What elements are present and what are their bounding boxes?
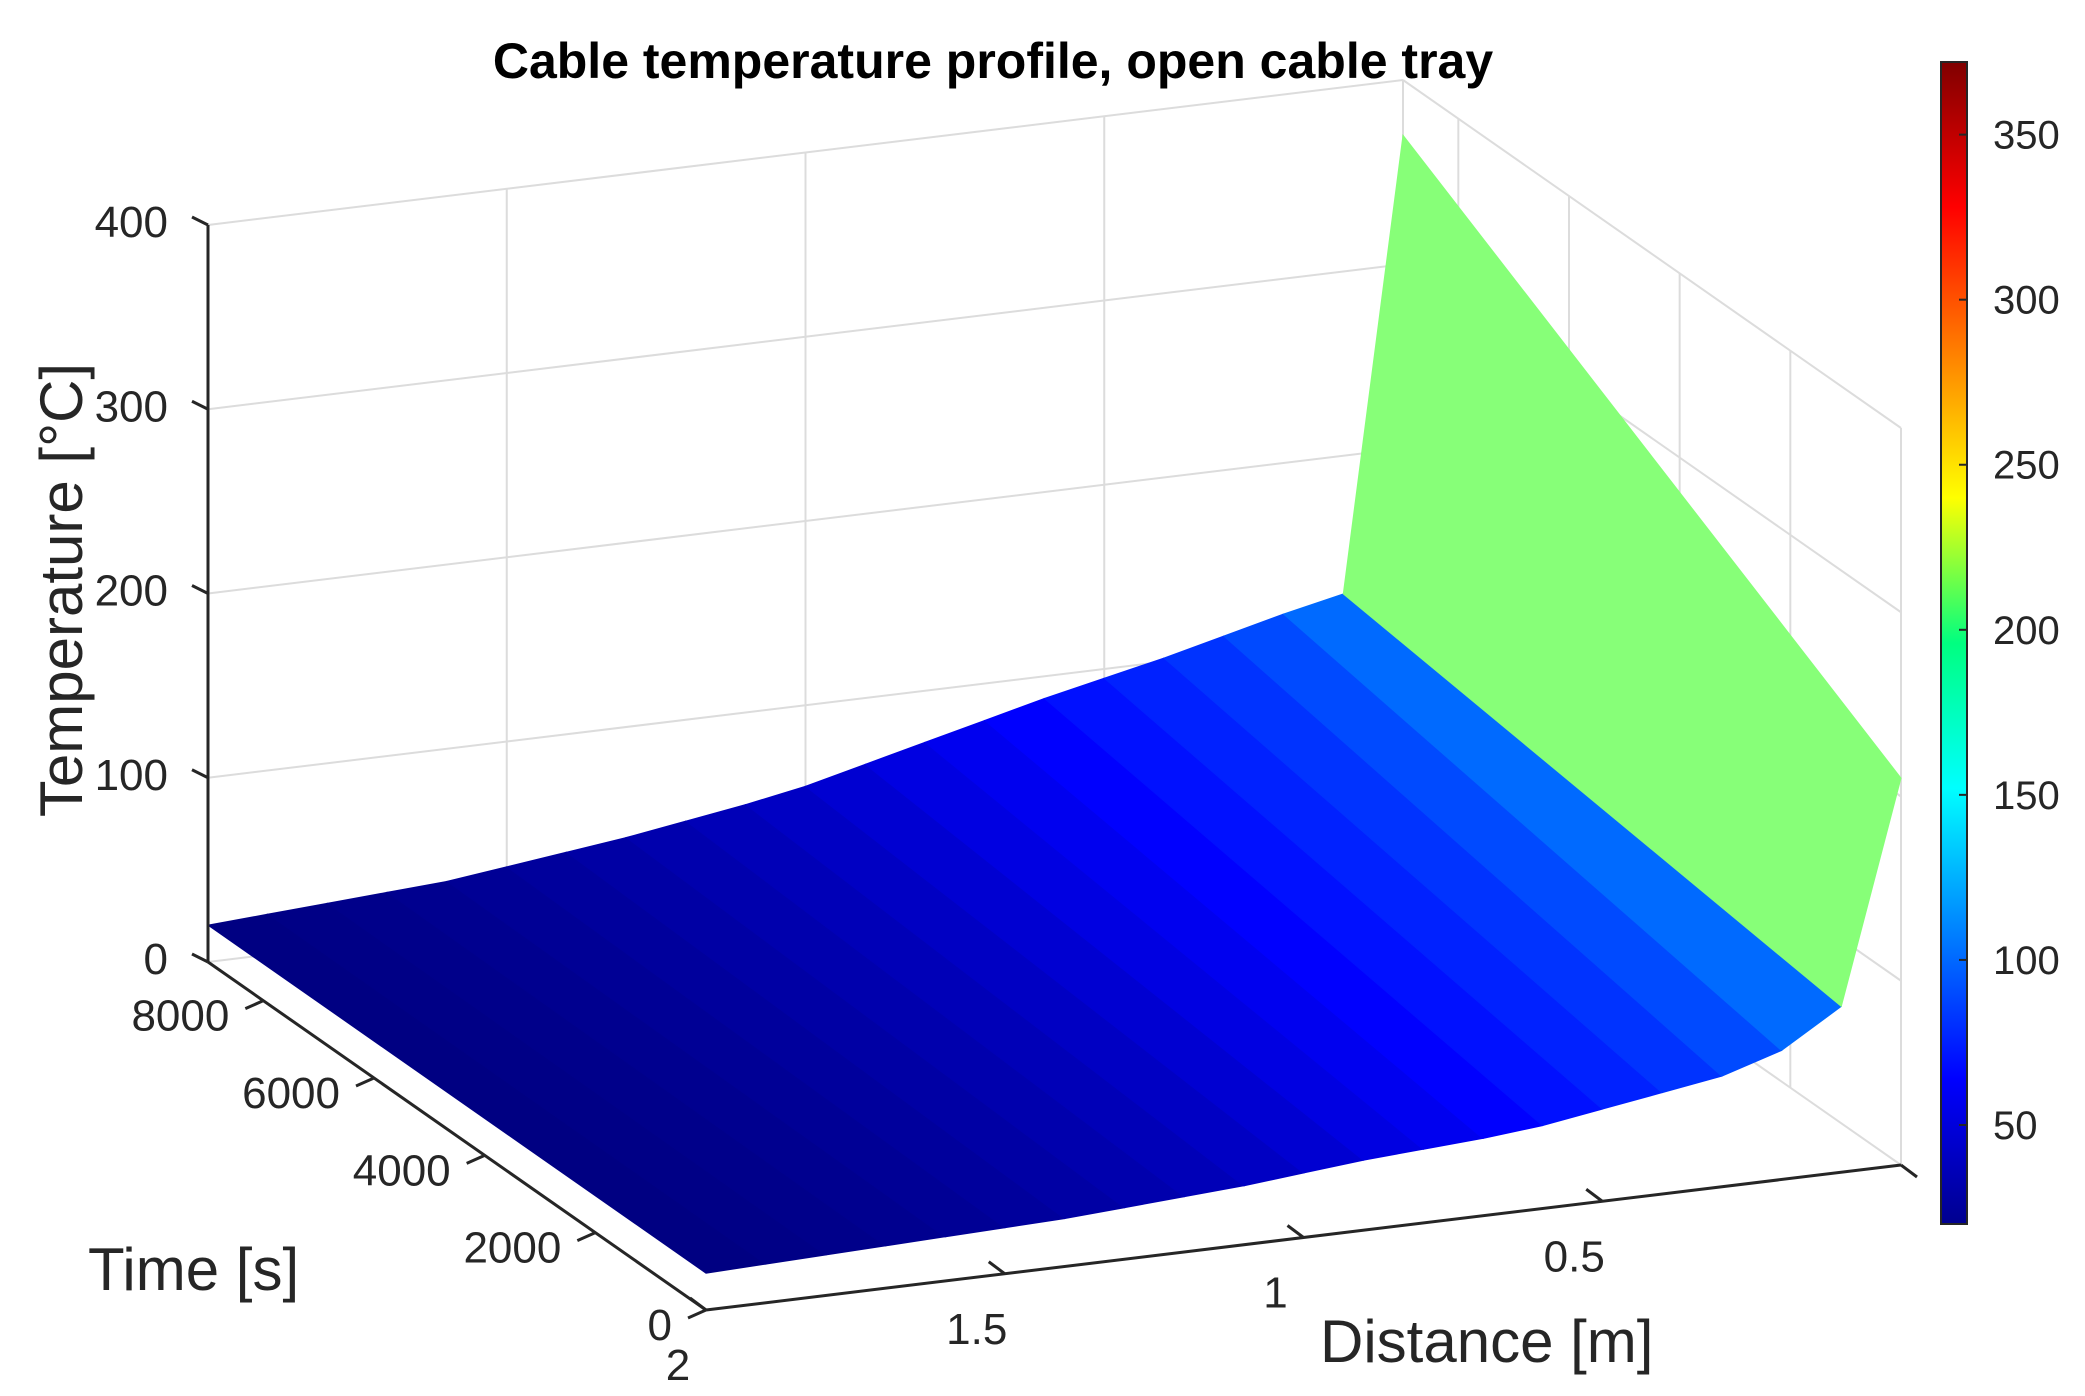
y-tick-label: 2000 bbox=[463, 1224, 561, 1273]
colorbar-ticks: 50 100 150 200 250 300 350 bbox=[1959, 114, 2060, 1148]
gridline-back-horizontal bbox=[207, 79, 1404, 226]
z-tick-mark bbox=[191, 768, 209, 780]
y-tick-mark bbox=[576, 1231, 596, 1243]
gridline-back-horizontal bbox=[207, 447, 1404, 595]
z-tick-label: 200 bbox=[95, 567, 168, 616]
surface-strip bbox=[1342, 134, 1902, 1008]
y-tick-mark bbox=[466, 1153, 486, 1165]
y-tick-label: 0 bbox=[648, 1301, 672, 1350]
colorbar-tick-label: 200 bbox=[1993, 609, 2060, 653]
colorbar-tick-label: 250 bbox=[1993, 444, 2060, 488]
z-tick-label: 100 bbox=[95, 751, 168, 800]
z-tick-label: 400 bbox=[95, 198, 168, 247]
z-tick-mark bbox=[191, 952, 209, 964]
colorbar-tick-label: 100 bbox=[1993, 939, 2060, 983]
y-tick-label: 8000 bbox=[131, 992, 229, 1041]
x-axis-label: Distance [m] bbox=[1320, 1308, 1653, 1375]
chart-title: Cable temperature profile, open cable tr… bbox=[493, 33, 1493, 89]
x-tick-mark bbox=[1900, 1163, 1918, 1179]
z-axis-tick-labels: 0 100 200 300 400 bbox=[95, 198, 168, 984]
z-tick-mark bbox=[191, 584, 209, 595]
x-tick-mark bbox=[987, 1260, 1006, 1275]
y-tick-label: 4000 bbox=[353, 1146, 451, 1195]
x-axis-tick-labels: 0.5 1 1.5 2 bbox=[666, 1232, 1605, 1390]
z-tick-label: 300 bbox=[95, 382, 168, 431]
colorbar-tick-label: 50 bbox=[1993, 1104, 2038, 1148]
colorbar-tick-label: 300 bbox=[1993, 279, 2060, 323]
x-tick-label: 2 bbox=[666, 1341, 690, 1390]
y-axis-label: Time [s] bbox=[88, 1236, 299, 1303]
z-tick-label: 0 bbox=[144, 935, 168, 984]
y-tick-label: 6000 bbox=[242, 1069, 340, 1118]
y-tick-mark bbox=[244, 999, 264, 1011]
x-tick-label: 1 bbox=[1263, 1269, 1287, 1318]
axes-lines bbox=[191, 215, 1918, 1320]
z-axis-label: Temperature [°C] bbox=[28, 363, 95, 817]
gridline-side-horizontal bbox=[1402, 79, 1902, 429]
x-tick-mark bbox=[689, 1296, 707, 1312]
colorbar bbox=[1940, 61, 1968, 1225]
gridline-back-horizontal bbox=[207, 263, 1404, 411]
x-tick-mark bbox=[1286, 1224, 1305, 1239]
x-tick-label: 0.5 bbox=[1544, 1232, 1605, 1281]
z-tick-mark bbox=[191, 399, 209, 411]
colorbar-tick-label: 350 bbox=[1993, 114, 2060, 158]
z-tick-mark bbox=[191, 215, 209, 227]
colorbar-tick-label: 150 bbox=[1993, 774, 2060, 818]
x-tick-mark bbox=[1585, 1188, 1604, 1203]
x-tick-label: 1.5 bbox=[946, 1305, 1007, 1354]
y-axis-line bbox=[207, 960, 707, 1312]
temperature-surface bbox=[206, 134, 1902, 1274]
y-tick-mark bbox=[687, 1308, 707, 1320]
y-tick-mark bbox=[355, 1076, 375, 1088]
